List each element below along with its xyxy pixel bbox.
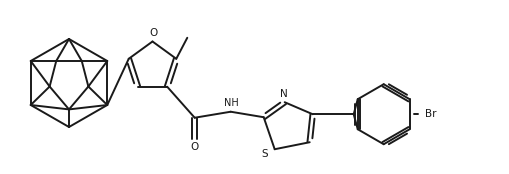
Text: Br: Br bbox=[425, 109, 436, 119]
Text: O: O bbox=[149, 28, 157, 38]
Text: O: O bbox=[190, 142, 199, 152]
Text: N: N bbox=[279, 89, 287, 99]
Text: S: S bbox=[261, 149, 268, 159]
Text: NH: NH bbox=[223, 98, 238, 108]
